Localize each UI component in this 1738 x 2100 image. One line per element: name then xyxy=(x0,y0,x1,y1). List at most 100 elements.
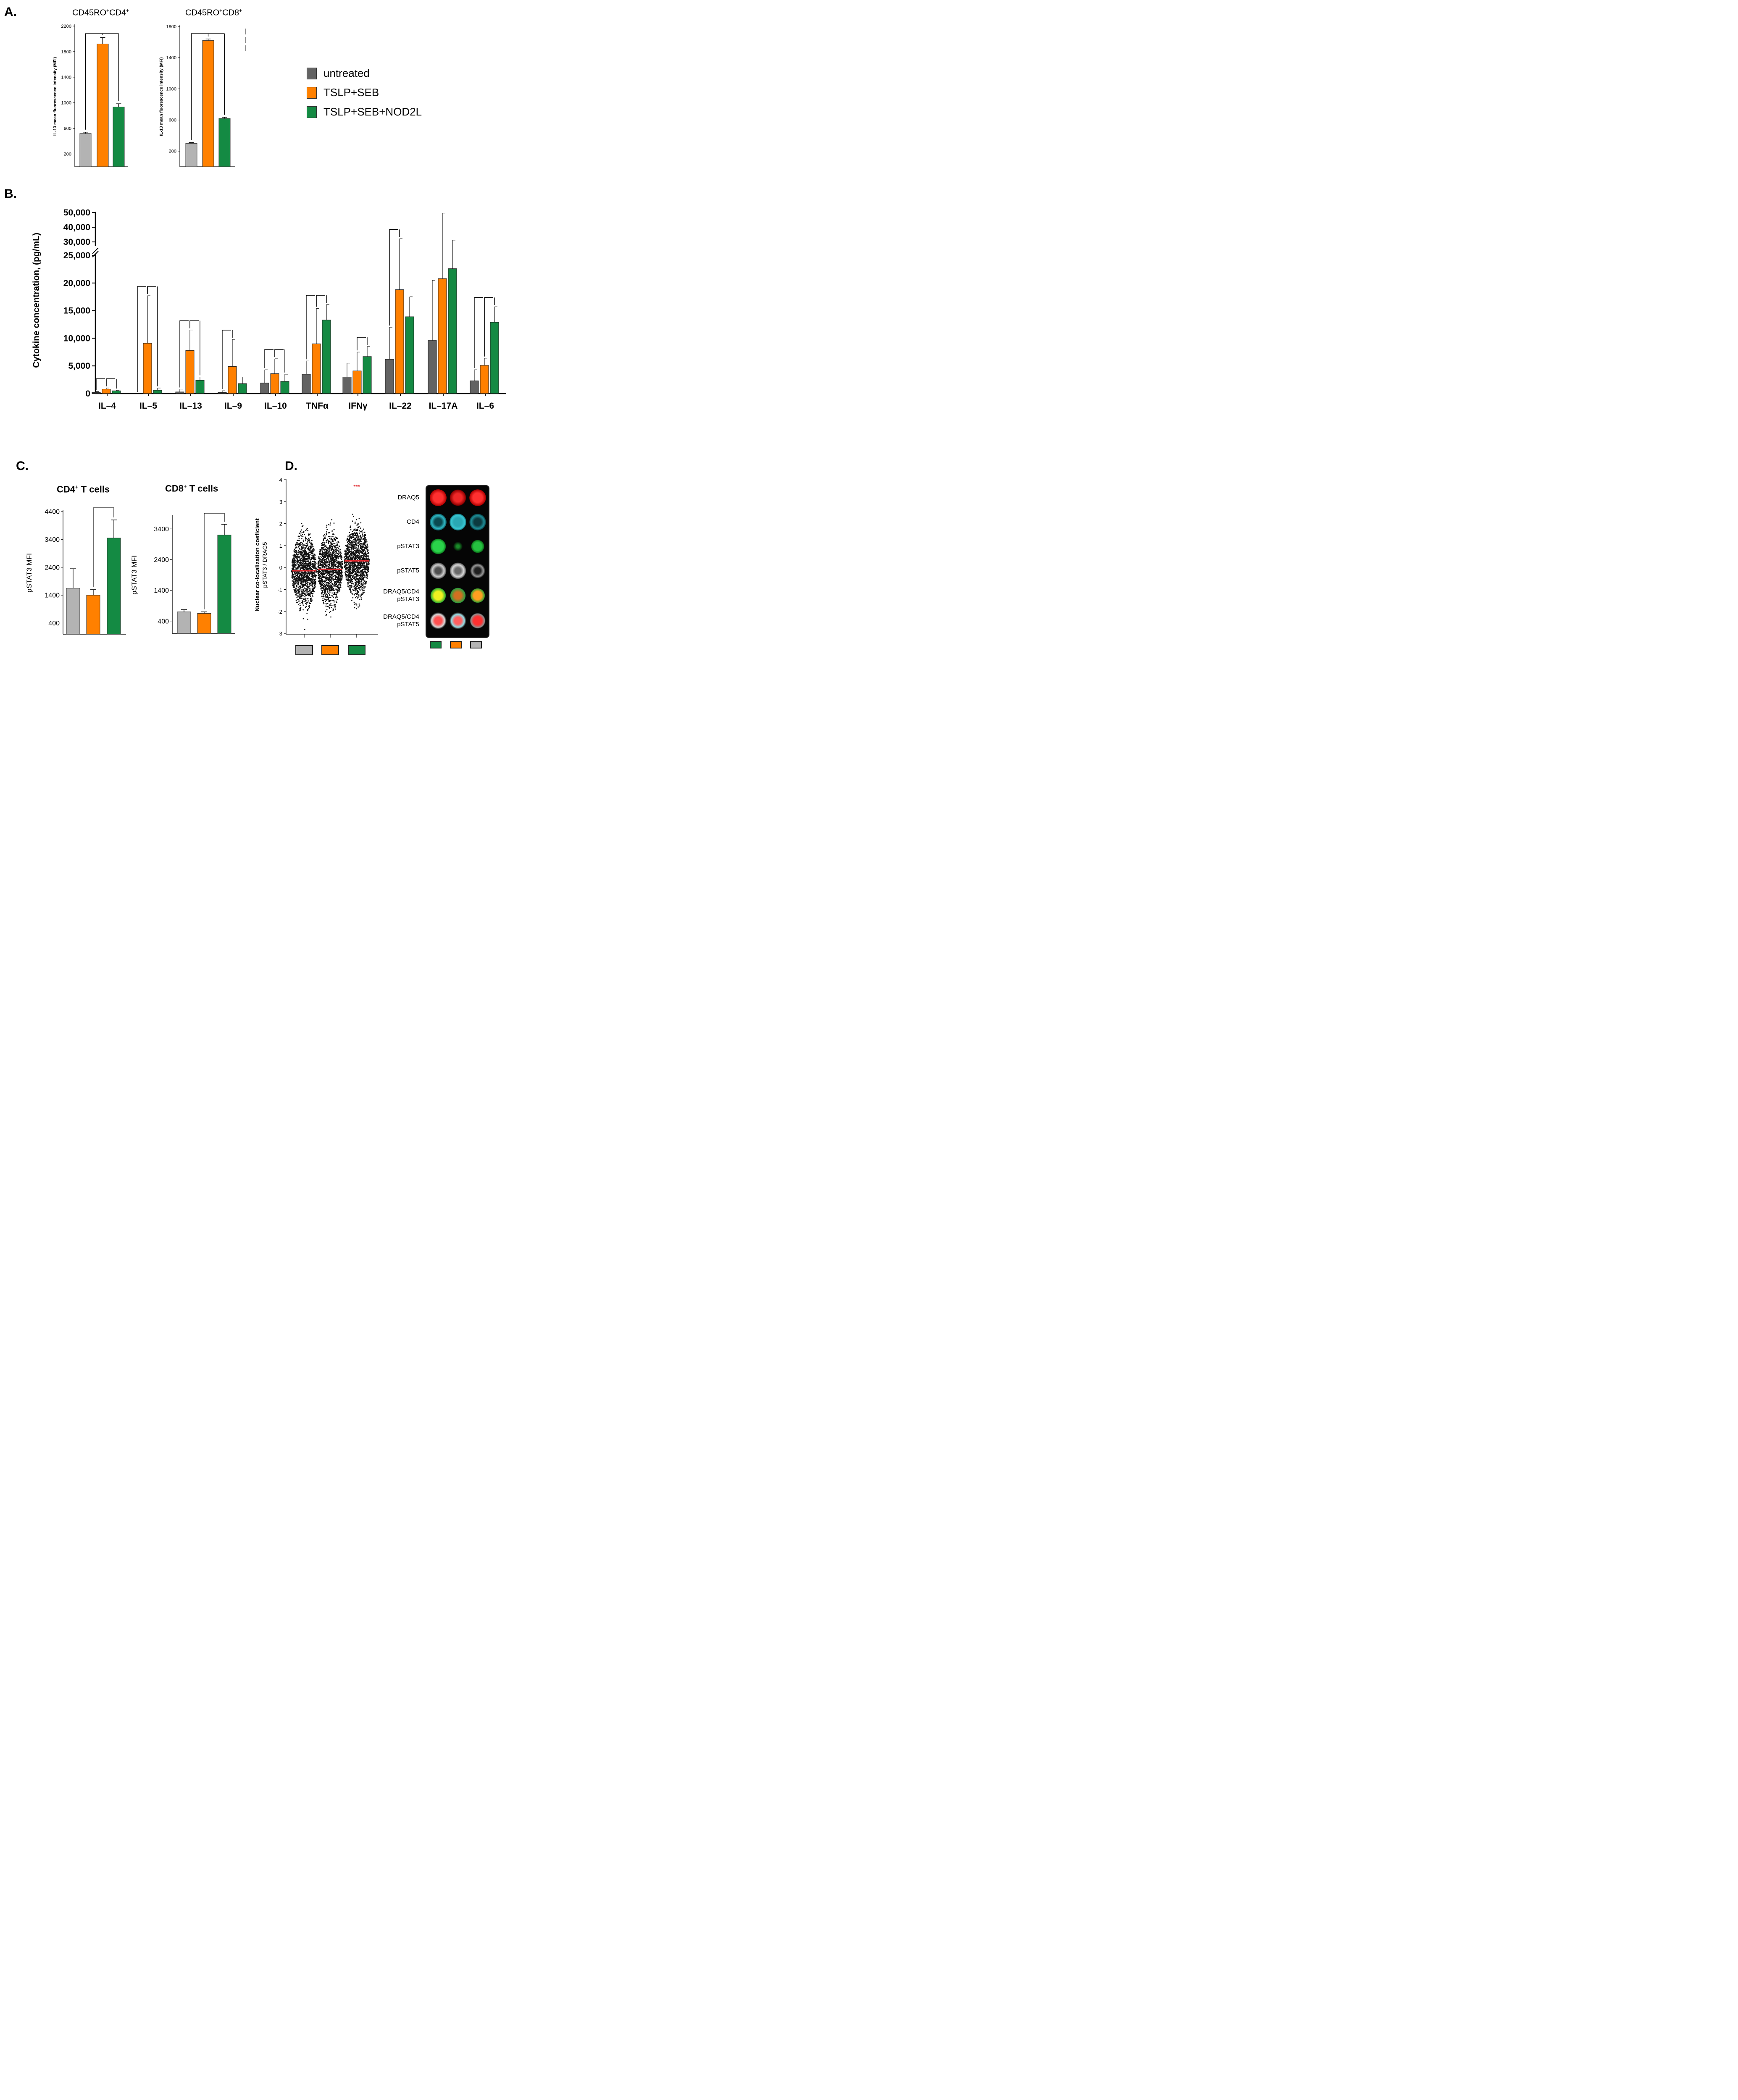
dot xyxy=(351,551,352,552)
dot xyxy=(347,577,349,579)
significance-bracket xyxy=(106,378,117,389)
significance-label: *** xyxy=(353,483,360,490)
dot xyxy=(320,581,321,583)
dot xyxy=(342,567,343,568)
bar xyxy=(385,359,394,394)
dot xyxy=(355,574,357,576)
dot xyxy=(310,571,312,572)
dot xyxy=(319,553,320,554)
dot xyxy=(348,586,350,588)
dot xyxy=(320,585,321,587)
dot xyxy=(302,589,304,591)
dot xyxy=(325,552,326,554)
dot xyxy=(318,566,319,568)
dot xyxy=(296,550,297,551)
bar xyxy=(92,392,101,394)
dot xyxy=(293,559,294,560)
dot xyxy=(337,581,338,583)
dot xyxy=(332,562,334,564)
dot xyxy=(355,550,356,552)
dot xyxy=(367,562,369,563)
dot xyxy=(354,607,355,609)
dot xyxy=(308,556,310,558)
dot xyxy=(328,541,329,542)
bar xyxy=(342,377,352,394)
dot xyxy=(334,563,336,565)
dot xyxy=(307,555,308,557)
dot xyxy=(360,528,361,529)
dot xyxy=(313,551,314,553)
dot xyxy=(337,589,338,591)
dot xyxy=(358,562,360,563)
image-column-key xyxy=(450,641,462,648)
bar xyxy=(480,365,489,394)
dot xyxy=(336,583,337,584)
dot xyxy=(292,561,293,563)
significance-bracket xyxy=(484,297,495,357)
dot xyxy=(355,556,357,558)
dot xyxy=(292,580,293,582)
dot xyxy=(347,547,349,549)
dot xyxy=(344,556,345,558)
dot xyxy=(331,600,333,601)
dot xyxy=(317,562,319,564)
dot xyxy=(311,555,313,556)
dot xyxy=(311,550,313,551)
dot xyxy=(295,545,297,546)
dot xyxy=(329,538,331,539)
dot xyxy=(327,538,328,540)
dot xyxy=(351,562,352,563)
dot xyxy=(345,574,347,576)
dot xyxy=(299,588,300,590)
dot xyxy=(299,594,300,596)
dot xyxy=(323,552,325,554)
y-tick-label: 1400 xyxy=(154,587,169,594)
dot xyxy=(325,579,327,581)
panel-c-title-cd8: CD8+ T cells xyxy=(165,483,218,494)
dot xyxy=(323,556,324,557)
dot xyxy=(364,562,365,563)
dot xyxy=(365,554,367,555)
dot xyxy=(365,582,367,584)
dot xyxy=(358,549,360,551)
dot xyxy=(352,583,354,585)
dot xyxy=(308,558,310,559)
dot xyxy=(363,558,365,559)
dot xyxy=(348,558,350,559)
dot xyxy=(326,526,327,528)
significance-bracket xyxy=(93,507,114,587)
dot xyxy=(356,594,358,596)
dot xyxy=(356,588,357,589)
dot xyxy=(362,533,363,535)
dot xyxy=(302,534,303,536)
dot xyxy=(315,567,317,569)
dot xyxy=(324,598,326,600)
dot xyxy=(306,575,308,576)
dot xyxy=(299,603,301,604)
dot xyxy=(308,577,310,578)
dot xyxy=(294,555,296,556)
dot xyxy=(292,567,293,569)
dot xyxy=(359,567,361,568)
dot xyxy=(307,609,308,611)
dot xyxy=(312,591,313,592)
dot xyxy=(351,555,352,556)
dot xyxy=(360,556,361,557)
dot xyxy=(356,575,358,577)
dot xyxy=(310,562,312,564)
dot xyxy=(323,544,325,546)
dot xyxy=(352,547,354,549)
dot xyxy=(301,522,302,524)
dot xyxy=(329,612,330,613)
dot xyxy=(296,591,297,593)
dot xyxy=(304,596,306,598)
dot xyxy=(308,566,309,567)
dot xyxy=(365,567,367,569)
dot xyxy=(356,561,358,563)
dot xyxy=(328,556,329,557)
dot xyxy=(329,545,331,546)
dot xyxy=(321,592,323,594)
dot xyxy=(357,576,359,577)
dot xyxy=(359,605,360,607)
bar xyxy=(280,381,289,394)
